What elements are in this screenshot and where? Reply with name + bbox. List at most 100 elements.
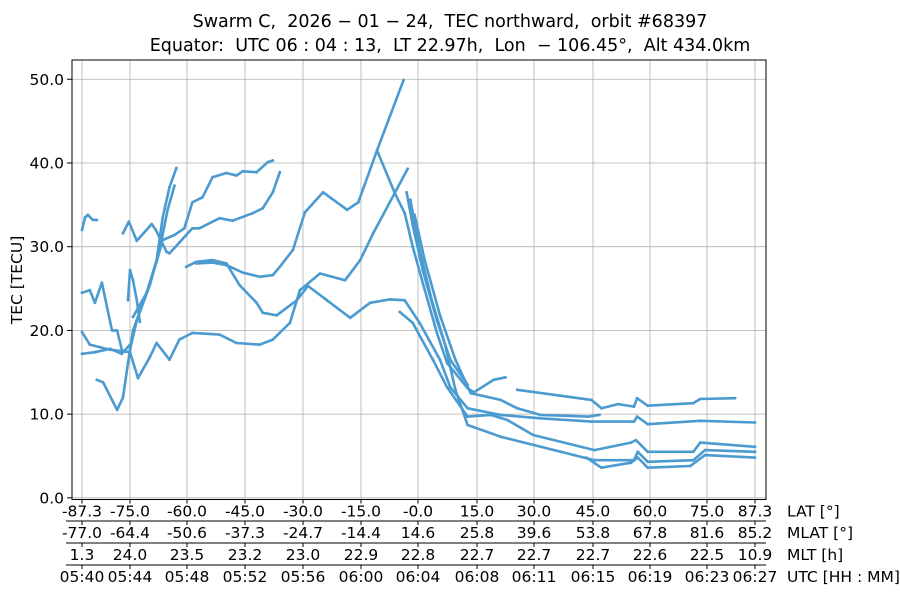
data-point <box>238 283 242 287</box>
x-tick-label: 05:52 <box>223 568 268 586</box>
data-point <box>231 219 235 223</box>
data-point <box>698 419 702 423</box>
data-series <box>80 78 757 470</box>
chart-title-line-2: Equator: UTC 06 : 04 : 13, LT 22.97h, Lo… <box>149 36 751 56</box>
data-point <box>218 333 221 336</box>
x-tick-label: 75.0 <box>690 503 725 521</box>
data-point <box>100 281 104 285</box>
data-point <box>646 460 650 464</box>
data-point <box>218 216 221 220</box>
x-tick-label: 05:56 <box>281 568 326 586</box>
data-point <box>201 195 204 199</box>
data-point <box>445 385 449 389</box>
data-point <box>593 458 596 462</box>
data-point <box>345 208 349 212</box>
x-tick-label: -0.0 <box>403 503 433 521</box>
x-tick-label: -50.6 <box>167 524 207 542</box>
series-track <box>80 281 124 352</box>
data-point <box>538 413 542 417</box>
series-line <box>184 258 757 426</box>
data-point <box>101 380 105 384</box>
series-track <box>413 213 601 418</box>
data-point <box>531 433 535 437</box>
data-point <box>126 361 130 365</box>
data-point <box>288 321 292 325</box>
y-tick-label: 0.0 <box>39 489 64 507</box>
x-tick-label: 22.7 <box>517 546 552 564</box>
x-tick-label: -45.0 <box>225 503 265 521</box>
data-point <box>590 420 593 423</box>
plot-frame <box>71 59 767 500</box>
data-point <box>403 211 407 215</box>
x-tick-label: -75.0 <box>110 503 150 521</box>
data-point <box>235 174 238 177</box>
data-point <box>211 261 214 264</box>
data-point <box>150 222 154 226</box>
data-point <box>235 341 238 345</box>
x-tick-label: 23.0 <box>286 546 321 564</box>
data-point <box>80 330 84 334</box>
data-point <box>499 435 502 439</box>
data-point <box>466 406 469 410</box>
data-point <box>698 441 702 444</box>
data-point <box>418 321 421 325</box>
data-point <box>703 453 707 457</box>
x-tick-label: -30.0 <box>283 503 323 521</box>
x-tick-label: 22.9 <box>344 546 379 564</box>
series-track <box>184 258 757 426</box>
gridlines <box>72 60 766 500</box>
x-tick-label: 22.8 <box>401 546 436 564</box>
data-point <box>168 185 171 189</box>
data-point <box>298 288 302 292</box>
x-tick-label: 05:48 <box>165 568 210 586</box>
data-point <box>646 466 650 470</box>
data-point <box>131 278 135 282</box>
data-point <box>616 402 620 406</box>
series-track <box>80 167 410 380</box>
data-point <box>703 448 707 452</box>
data-point <box>271 338 275 341</box>
x-tick-label: -15.0 <box>341 503 381 521</box>
data-point <box>198 226 201 230</box>
series-line <box>195 78 405 279</box>
x-tick-label: 87.3 <box>738 503 773 521</box>
y-tick-label: 30.0 <box>29 238 64 256</box>
x-axis-label: MLAT [°] <box>787 524 853 542</box>
data-point <box>255 301 258 305</box>
data-point <box>403 298 407 302</box>
data-point <box>261 206 265 210</box>
data-point <box>348 316 352 320</box>
data-point <box>454 358 457 362</box>
data-point <box>173 233 176 237</box>
data-point <box>753 445 757 449</box>
data-point <box>91 218 95 222</box>
series-line <box>413 213 601 418</box>
data-point <box>225 171 228 175</box>
y-tick-label: 20.0 <box>29 322 64 340</box>
data-point <box>191 200 194 204</box>
data-point <box>211 258 214 262</box>
data-point <box>154 228 158 232</box>
data-point <box>80 228 84 232</box>
data-point <box>448 385 452 389</box>
x-tick-label: -87.3 <box>62 503 102 521</box>
x-tick-label: 39.6 <box>517 524 552 542</box>
data-point <box>148 355 152 359</box>
data-point <box>515 388 519 392</box>
x-tick-label: -14.4 <box>341 524 381 542</box>
x-axis-label: MLT [h] <box>787 546 843 564</box>
data-point <box>271 190 275 194</box>
data-point <box>646 404 650 408</box>
data-point <box>88 343 92 346</box>
data-point <box>191 226 194 230</box>
data-point <box>753 450 757 454</box>
data-point <box>93 301 97 305</box>
data-point <box>173 184 176 188</box>
data-point <box>358 258 362 262</box>
x-tick-label: 06:19 <box>628 568 673 586</box>
data-point <box>155 341 159 345</box>
data-point <box>691 401 695 405</box>
data-point <box>466 415 469 418</box>
series-line <box>128 184 176 352</box>
